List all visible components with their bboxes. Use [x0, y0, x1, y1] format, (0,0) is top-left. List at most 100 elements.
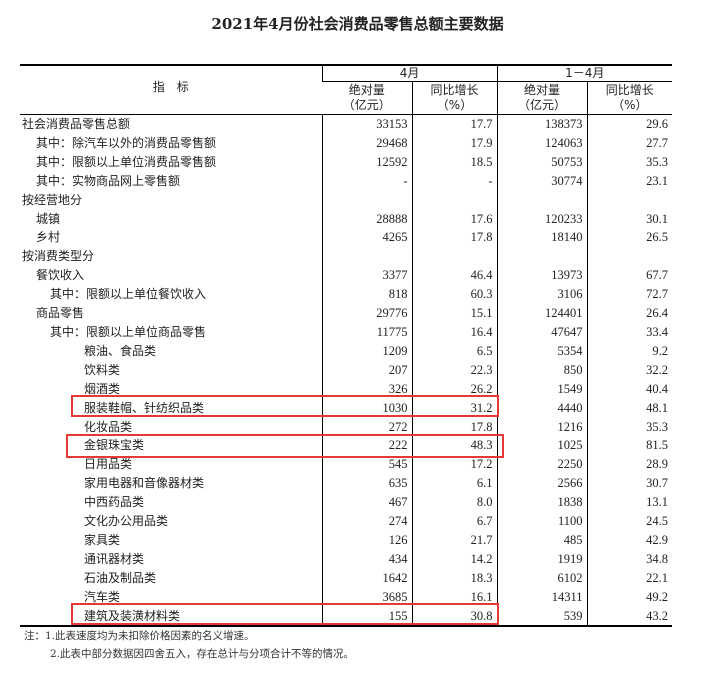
row-label: 粮油、食品类 [84, 343, 157, 358]
april-yoy-cell: 17.6 [411, 209, 498, 229]
april-abs-cell: 12592 [321, 152, 412, 172]
row-label: 餐饮收入 [36, 268, 85, 283]
april-yoy-cell: 17.9 [411, 133, 498, 153]
row-label: 中西药品类 [84, 495, 145, 510]
row-label: 石油及制品类 [84, 570, 157, 585]
row-label: 服装鞋帽、针纺织品类 [84, 400, 205, 415]
ytd-yoy-cell: 30.7 [586, 474, 673, 494]
april-yoy-cell: 8.0 [411, 493, 498, 513]
jan-apr-header: 1－4月 [496, 64, 673, 82]
table-row: 家具类 126 21.7 485 42.9 [20, 530, 673, 550]
row-label: 其中：除汽车以外的消费品零售额 [36, 135, 217, 150]
april-abs-cell: 326 [321, 379, 412, 399]
ytd-yoy-cell: 22.1 [586, 568, 673, 588]
april-abs-cell: 222 [321, 436, 412, 456]
footnote-2: 2.此表中部分数据因四舍五入，存在总计与分项合计不等的情况。 [50, 648, 355, 660]
table-row: 粮油、食品类 1209 6.5 5354 9.2 [20, 341, 673, 361]
row-label: 文化办公用品类 [84, 514, 169, 529]
ytd-abs-cell: 5354 [496, 341, 588, 361]
april-abs-cell: 545 [321, 455, 412, 475]
april-abs-cell [321, 247, 412, 267]
row-label: 汽车类 [84, 589, 121, 604]
april-yoy-cell: 16.4 [411, 322, 498, 342]
april-abs-cell: 274 [321, 512, 412, 531]
row-label: 其中：限额以上单位餐饮收入 [50, 287, 207, 302]
ytd-yoy-cell: 49.2 [586, 587, 673, 607]
row-label: 商品零售 [36, 306, 85, 321]
ytd-abs-cell: 2250 [496, 455, 588, 475]
table-row: 餐饮收入 3377 46.4 13973 67.7 [20, 266, 673, 286]
table-row: 按经营地分 [20, 190, 673, 210]
table-row: 汽车类 3685 16.1 14311 49.2 [20, 587, 673, 607]
footnote-1: 注：1.此表速度均为未扣除价格因素的名义增速。 [24, 630, 255, 642]
table-row: 石油及制品类 1642 18.3 6102 22.1 [20, 568, 673, 588]
ytd-abs-cell: 47647 [496, 322, 588, 342]
ytd-yoy-cell: 28.9 [586, 455, 673, 475]
april-yoy-cell: 60.3 [411, 285, 498, 305]
row-label: 家用电器和音像器材类 [84, 476, 205, 491]
ytd-yoy-cell: 42.9 [586, 530, 673, 550]
row-label: 其中：实物商品网上零售额 [36, 173, 181, 188]
row-label: 乡村 [36, 230, 61, 245]
ytd-abs-cell: 539 [496, 606, 588, 628]
april-yoy-cell: 46.4 [411, 266, 498, 286]
april-yoy-cell: 17.8 [411, 228, 498, 248]
ytd-yoy-cell: 72.7 [586, 285, 673, 305]
april-header: 4月 [321, 64, 498, 82]
indicator-header: 指 标 [20, 64, 322, 115]
ytd-yoy-cell: 35.3 [586, 152, 673, 172]
ytd-yoy-cell: 35.3 [586, 417, 673, 437]
ytd-yoy-cell [586, 247, 673, 267]
ytd-yoy-cell: 29.6 [586, 114, 673, 134]
april-yoy-cell: 48.3 [411, 436, 498, 456]
april-yoy-cell: 6.7 [411, 512, 498, 531]
ytd-yoy-cell: 81.5 [586, 436, 673, 456]
april-abs-cell: 3377 [321, 266, 412, 286]
april-yoy-cell: 15.1 [411, 304, 498, 323]
ytd-abs-cell: 124401 [496, 304, 588, 323]
abs-header: 绝对量 （亿元） [496, 81, 588, 115]
yoy-header: 同比增长 （%） [586, 81, 673, 115]
retail-sales-table: 指 标 4月 1－4月 绝对量 （亿元） 同比增长 （%） 绝对量 （亿元） 同比增长… [20, 64, 673, 628]
april-abs-cell: 272 [321, 417, 412, 437]
ytd-yoy-cell: 27.7 [586, 133, 673, 153]
april-yoy-cell: 18.3 [411, 568, 498, 588]
april-abs-cell: 3685 [321, 587, 412, 607]
april-abs-cell: 28888 [321, 209, 412, 229]
april-yoy-cell: 21.7 [411, 530, 498, 550]
april-abs-cell: 4265 [321, 228, 412, 248]
table-row: 文化办公用品类 274 6.7 1100 24.5 [20, 512, 673, 531]
ytd-yoy-cell: 13.1 [586, 493, 673, 513]
table-row: 乡村 4265 17.8 18140 26.5 [20, 228, 673, 248]
ytd-abs-cell: 6102 [496, 568, 588, 588]
april-abs-cell: 29776 [321, 304, 412, 323]
ytd-abs-cell: 1919 [496, 549, 588, 569]
table-row: 其中：实物商品网上零售额 - -30774 23.1 [20, 171, 673, 191]
ytd-abs-cell: 30774 [496, 171, 588, 191]
ytd-yoy-cell: 34.8 [586, 549, 673, 569]
row-label: 日用品类 [84, 457, 133, 472]
table-row: 金银珠宝类 222 48.3 1025 81.5 [20, 436, 673, 456]
row-label: 化妆品类 [84, 419, 133, 434]
row-label: 按经营地分 [22, 192, 83, 207]
row-label: 其中：限额以上单位商品零售 [50, 324, 207, 339]
ytd-abs-cell: 18140 [496, 228, 588, 248]
ytd-abs-cell: 13973 [496, 266, 588, 286]
april-abs-cell: 29468 [321, 133, 412, 153]
table-row: 日用品类 545 17.2 2250 28.9 [20, 455, 673, 475]
april-abs-cell: - [321, 171, 412, 191]
abs-header: 绝对量 （亿元） [322, 81, 412, 115]
table-row: 家用电器和音像器材类 635 6.1 2566 30.7 [20, 474, 673, 494]
table-row: 其中：限额以上单位消费品零售额 12592 18.5 50753 35.3 [20, 152, 673, 172]
april-yoy-cell: 22.3 [411, 360, 498, 380]
row-label: 社会消费品零售总额 [22, 117, 131, 131]
april-abs-cell: 467 [321, 493, 412, 513]
april-abs-cell: 33153 [321, 114, 412, 134]
april-yoy-cell: 14.2 [411, 549, 498, 569]
ytd-yoy-cell: 43.2 [586, 606, 673, 628]
ytd-yoy-cell [586, 190, 673, 210]
ytd-abs-cell: 138373 [496, 114, 588, 134]
table-row: 饮料类 207 22.3 850 32.2 [20, 360, 673, 380]
table-row: 其中：限额以上单位商品零售 11775 16.4 47647 33.4 [20, 322, 673, 342]
april-yoy-cell: - [411, 171, 498, 191]
